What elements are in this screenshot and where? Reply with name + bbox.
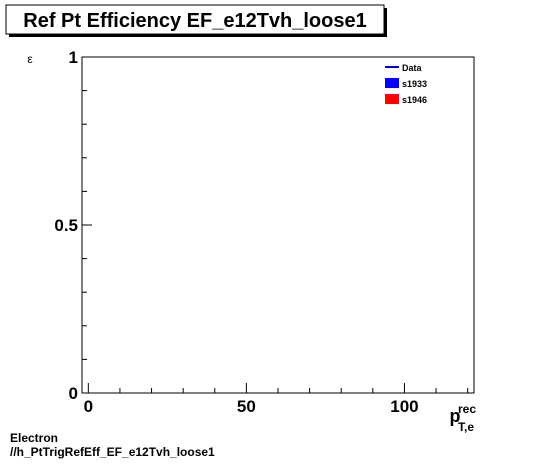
x-axis: 0 50 100 [84, 383, 469, 416]
legend-label: s1946 [402, 95, 427, 105]
x-tick-label: 0 [84, 397, 93, 416]
x-axis-label-sup: rec [458, 402, 476, 416]
legend-label: s1933 [402, 79, 427, 89]
y-tick-label: 0 [69, 384, 78, 403]
footer-line2: //h_PtTrigRefEff_EF_e12Tvh_loose1 [10, 445, 215, 459]
x-axis-label: p rec T,e [450, 402, 477, 434]
legend-box-swatch [385, 94, 399, 104]
footer-line1: Electron [10, 431, 58, 445]
plot-frame [81, 56, 475, 394]
legend: Data s1933 s1946 [385, 63, 427, 105]
title-box [5, 4, 385, 35]
legend-box-swatch [385, 78, 399, 88]
legend-label: Data [402, 63, 423, 73]
y-tick-label: 1 [69, 48, 78, 67]
y-tick-label: 0.5 [54, 216, 78, 235]
x-axis-label-sub: T,e [458, 420, 474, 434]
chart-title: Ref Pt Efficiency EF_e12Tvh_loose1 [23, 10, 366, 32]
x-tick-label: 100 [390, 397, 418, 416]
x-axis-label-main: p [450, 406, 461, 426]
y-axis-label: ε [27, 52, 33, 66]
x-tick-label: 50 [237, 397, 256, 416]
y-axis: 00.51 [54, 48, 92, 403]
